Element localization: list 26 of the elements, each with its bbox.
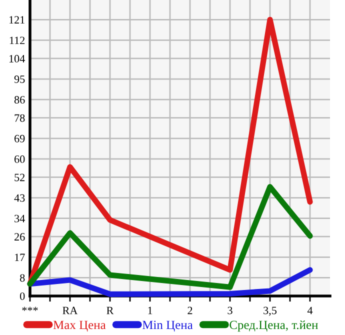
y-tick-label: 78 — [14, 114, 25, 122]
x-tick-label: R — [106, 306, 114, 314]
x-tick-label: RA — [62, 306, 78, 314]
y-tick-label: 8 — [20, 274, 25, 282]
y-tick-label: 26 — [14, 233, 25, 241]
y-tick-label: 34 — [14, 214, 25, 222]
y-tick-label: 112 — [10, 36, 25, 44]
y-tick-label: 0 — [20, 292, 25, 300]
x-tick-label: 1 — [148, 306, 152, 314]
legend-label: Min Цена — [142, 320, 193, 332]
y-tick-label: 60 — [14, 155, 25, 163]
x-tick-label: 3 — [228, 306, 232, 314]
x-tick-label: *** — [22, 306, 38, 311]
y-tick-label: 69 — [14, 134, 25, 142]
legend-label: Max Цена — [53, 320, 106, 332]
legend-label: Сред.Цена, т.йен — [230, 320, 318, 332]
y-tick-label: 43 — [14, 194, 25, 202]
y-tick-label: 121 — [9, 16, 24, 24]
y-tick-label: 95 — [14, 76, 25, 83]
y-tick-label: 52 — [14, 174, 25, 182]
x-tick-label: 3,5 — [264, 306, 277, 316]
x-tick-label: 4 — [307, 306, 313, 314]
x-tick-label: 2 — [188, 306, 192, 314]
y-tick-label: 17 — [15, 254, 25, 262]
y-tick-label: 104 — [9, 54, 25, 62]
y-tick-label: 86 — [14, 96, 25, 104]
